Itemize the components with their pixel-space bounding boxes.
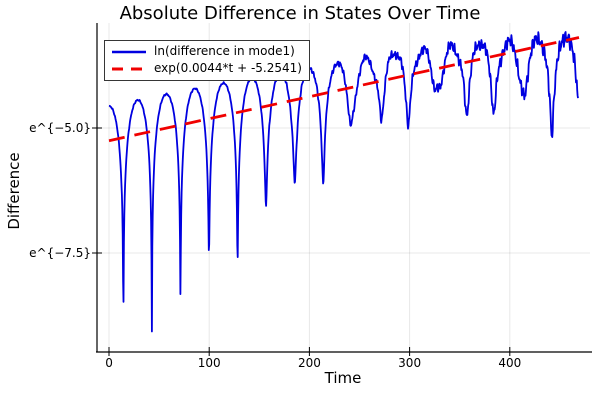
difference-series-line <box>108 31 579 333</box>
legend-entry-fit: exp(0.0044*t + -5.2541) <box>111 60 302 77</box>
legend-label: exp(0.0044*t + -5.2541) <box>154 61 302 75</box>
x-tick-label: 0 <box>105 356 113 370</box>
y-tick-label: e^{−5.0} <box>29 121 91 135</box>
horizontal-gridlines <box>97 127 590 254</box>
legend-entry-difference: ln(difference in mode1) <box>111 43 302 60</box>
exponential-fit-line <box>108 36 580 143</box>
x-tick-label: 200 <box>297 356 321 370</box>
x-axis-label: Time <box>324 369 362 387</box>
legend-label: ln(difference in mode1) <box>154 44 295 58</box>
vertical-gridlines <box>108 23 511 352</box>
axis-tick-marks <box>92 127 511 356</box>
chart-title: Absolute Difference in States Over Time <box>119 3 481 24</box>
y-axis-label: Difference <box>5 152 23 230</box>
x-tick-label: 100 <box>197 356 221 370</box>
legend: ln(difference in mode1) exp(0.0044*t + -… <box>104 40 310 81</box>
x-tick-label: 300 <box>398 356 422 370</box>
legend-red-dash-sample <box>112 67 146 70</box>
legend-blue-line-sample <box>112 50 146 53</box>
y-tick-label: e^{−7.5} <box>29 246 91 260</box>
x-tick-label: 400 <box>498 356 522 370</box>
